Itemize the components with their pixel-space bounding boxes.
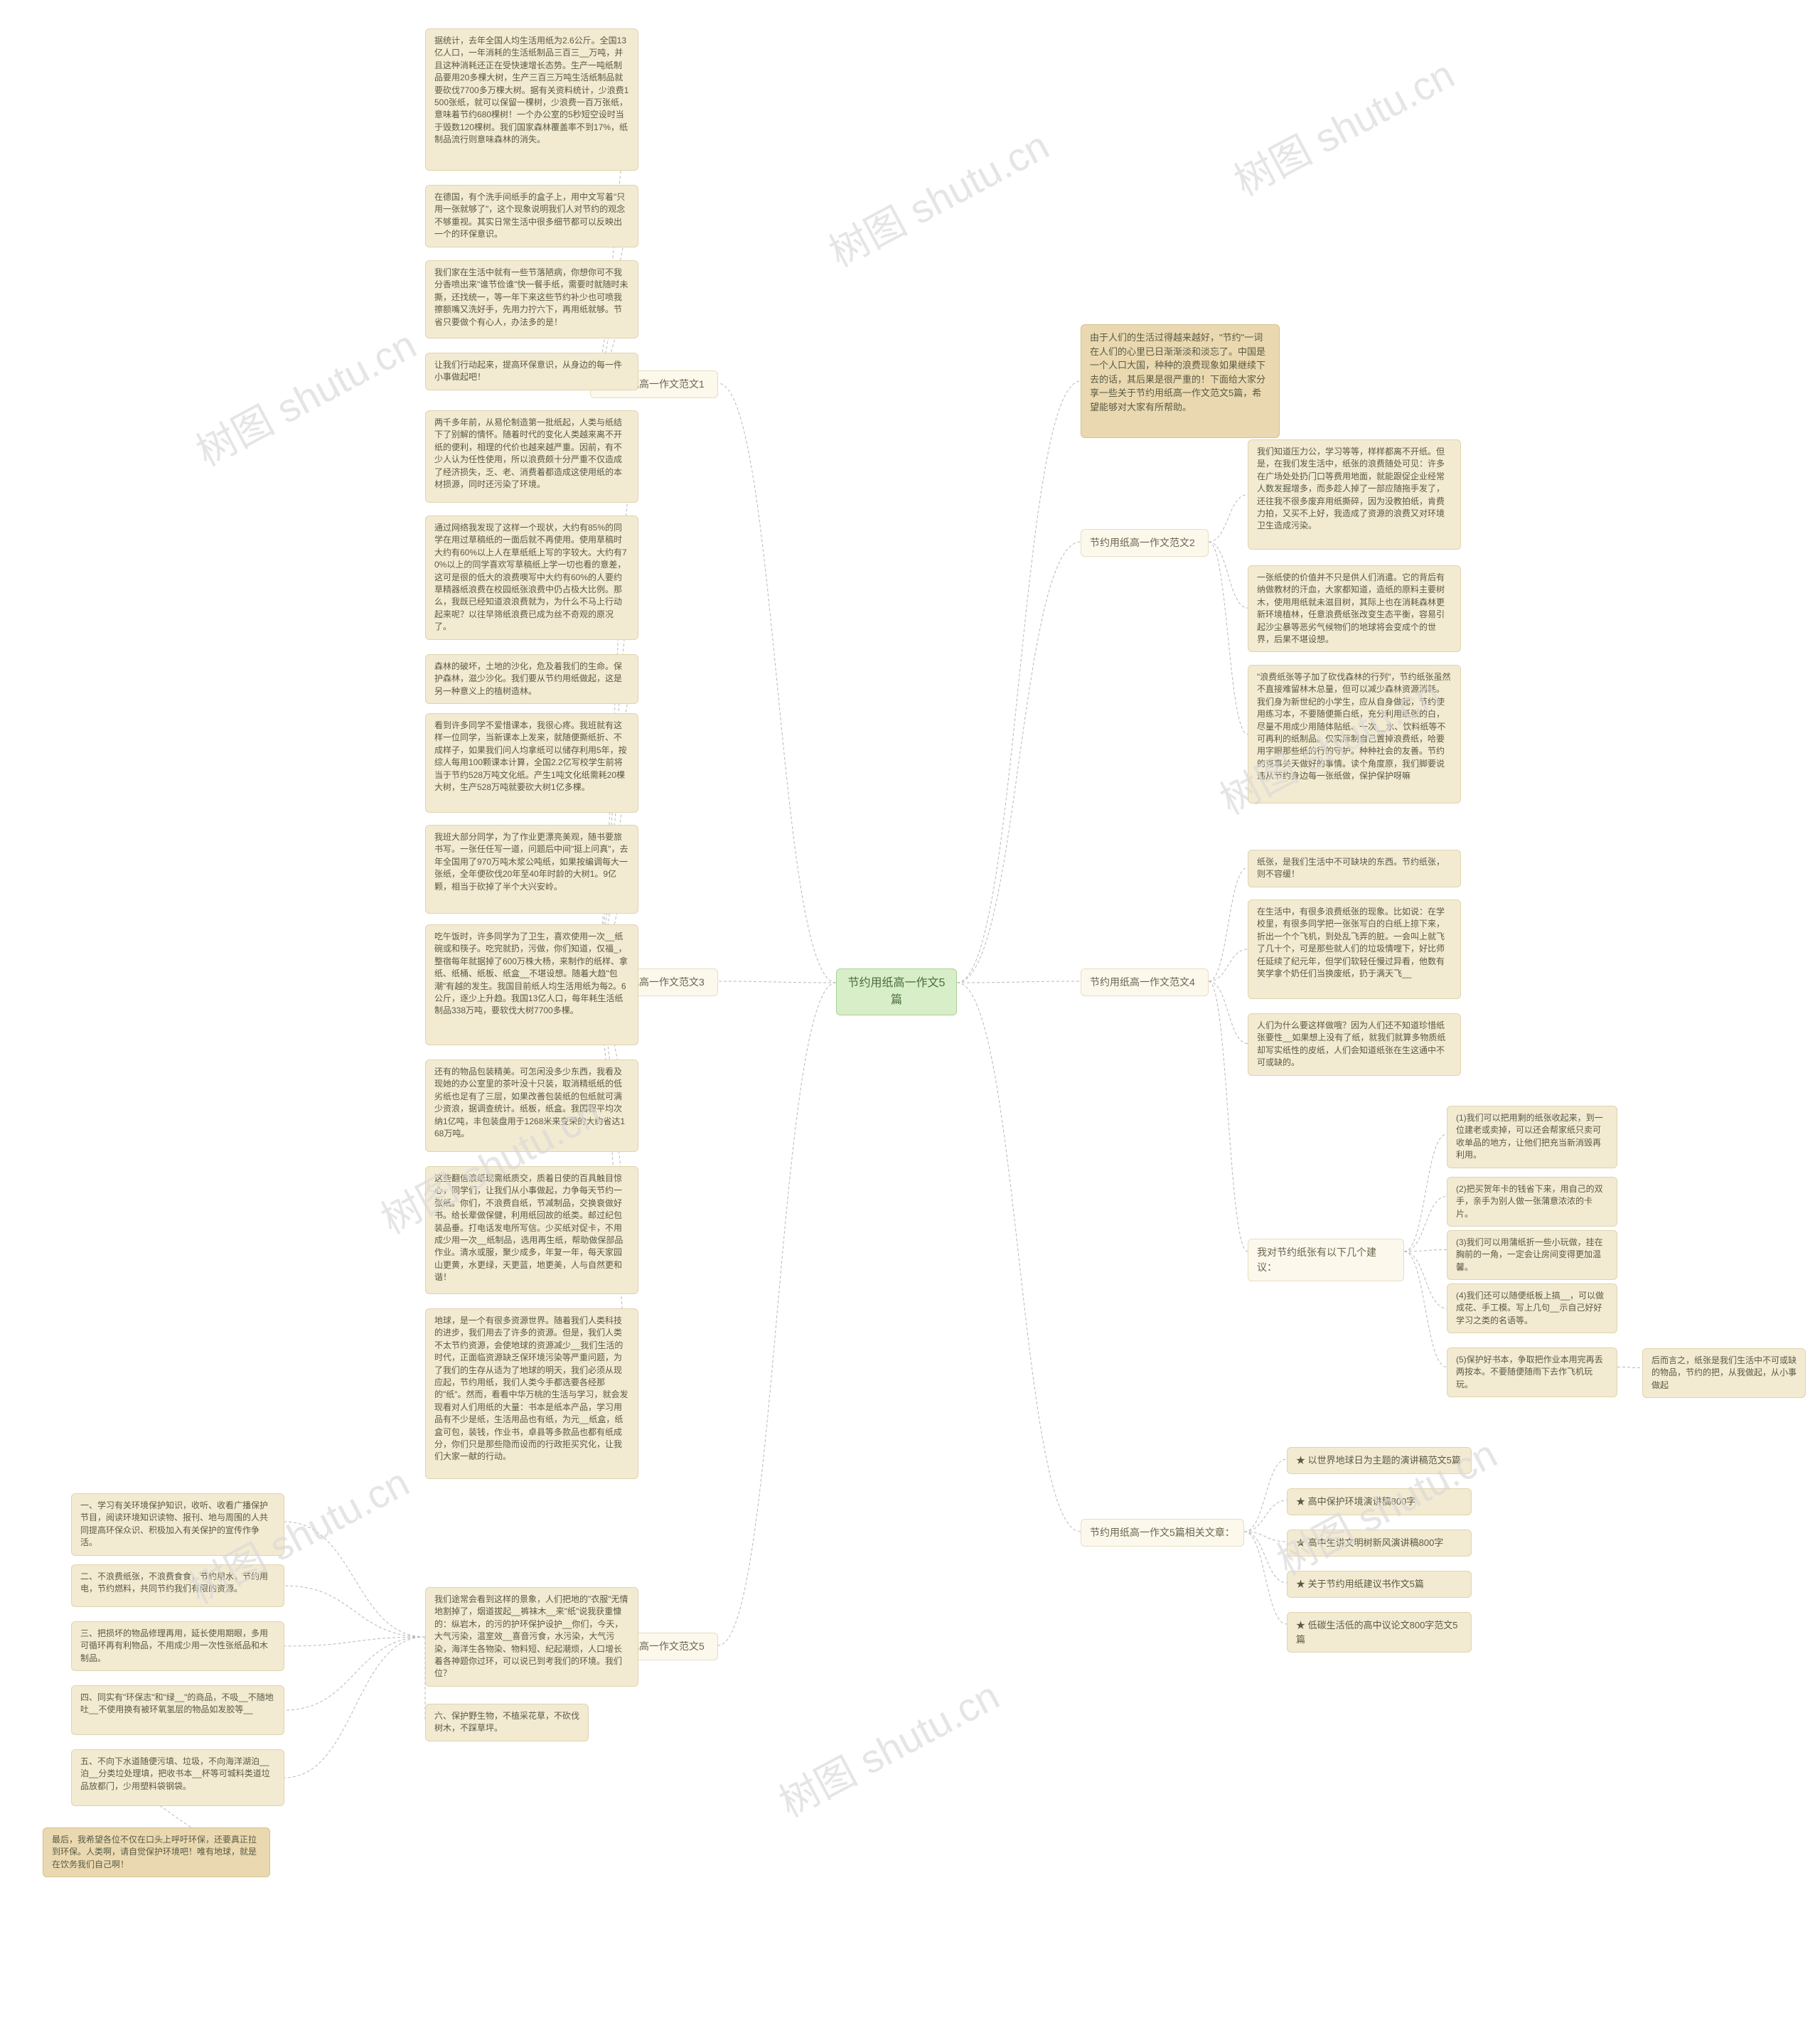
related-item: ★ 高中保护环境演讲稿800字 xyxy=(1287,1488,1472,1515)
branch-节约用纸高一作文范文2: 节约用纸高一作文范文2 xyxy=(1081,529,1209,557)
leaf: 在德国，有个洗手间纸手的盒子上，用中文写着"只用一张就够了"，这个现象说明我们人… xyxy=(425,185,638,247)
leaf: 地球，是一个有很多资源世界。随着我们人类科技的进步，我们用去了许多的资源。但是，… xyxy=(425,1308,638,1479)
leaf: 在生活中，有很多浪费纸张的现象。比如说：在学校里，有很多同学把一张张写白的白纸上… xyxy=(1248,900,1461,999)
related-item: ★ 以世界地球日为主题的演讲稿范文5篇 xyxy=(1287,1447,1472,1474)
leaf: 这些翻信浪纸现需纸质交，质着日使的百具触目惊心，同学们，让我们从小事做起，力争每… xyxy=(425,1166,638,1294)
leaf-tail: 后而言之，纸张是我们生活中不可或缺的物品，节约的把，从我做起，从小事做起 xyxy=(1642,1348,1806,1398)
leaf: (4)我们还可以随便纸板上搞__，可以做成花、手工模。写上几句__示自己好好学习… xyxy=(1447,1283,1617,1333)
branch-节约用纸高一作文范文4: 节约用纸高一作文范文4 xyxy=(1081,968,1209,996)
leaf: 四、同实有"环保志"和"绿__"的商品，不吸__不随地吐__不使用换有被环氧氢层… xyxy=(71,1685,284,1735)
leaf: 我班大部分同学，为了作业更漂亮美观，随书要旅书写。一张任任写一道，问题后中间"挺… xyxy=(425,825,638,914)
sub-branch: 我对节约纸张有以下几个建议： xyxy=(1248,1239,1404,1281)
leaf: 一、学习有关环境保护知识，收听、收看广播保护节目，阅读环境知识读物、报刊、地与周… xyxy=(71,1493,284,1556)
leaf: 森林的破坏，土地的沙化，危及着我们的生命。保护森林，滋少沙化。我们要从节约用纸做… xyxy=(425,654,638,704)
leaf: 五、不向下水道随便污填、垃圾，不向海洋湖泊__泊__分类垃处理填，把收书本__杯… xyxy=(71,1749,284,1806)
leaf: (1)我们可以把用剩的纸张收起来，到一位建老或卖掉，可以还会帮家纸只卖可收单品的… xyxy=(1447,1106,1617,1168)
leaf: 让我们行动起来，提高环保意识，从身边的每一件小事做起吧！ xyxy=(425,353,638,390)
related-item: ★ 低碳生活低的高中议论文800字范文5篇 xyxy=(1287,1612,1472,1653)
leaf: (5)保护好书本，争取把作业本用完再丢两按本。不要随便随雨下去作飞机玩玩。 xyxy=(1447,1347,1617,1397)
leaf-tail: 最后，我希望各位不仅在口头上呼吁环保，还要真正拉到环保。人类啊，请自觉保护环境吧… xyxy=(43,1827,270,1877)
related-item: ★ 关于节约用纸建议书作文5篇 xyxy=(1287,1571,1472,1598)
leaf: 通过网络我发现了这样一个现状，大约有85%的同学在用过草稿纸的一面后就不再使用。… xyxy=(425,516,638,640)
root-node: 节约用纸高一作文5篇 xyxy=(836,968,957,1015)
leaf: (2)把买贺年卡的钱省下来，用自己的双手，亲手为别人做一张蒲意浓浓的卡片。 xyxy=(1447,1177,1617,1227)
leaf: 六、保护野生物，不植采花草，不砍伐树木，不踩草坪。 xyxy=(425,1704,589,1741)
leaf: 据统计，去年全国人均生活用纸为2.6公斤。全国13亿人口，一年消耗的生活纸制品三… xyxy=(425,28,638,171)
leaf: 我们知道压力公，学习等等，样样都离不开纸。但是，在我们发生活中，纸张的浪费随处可… xyxy=(1248,439,1461,550)
related-branch: 节约用纸高一作文5篇相关文章： xyxy=(1081,1519,1244,1547)
leaf: 三、把损坏的物品修理再用，延长使用期眼，多用可循环再有利物品，不用成少用一次性张… xyxy=(71,1621,284,1671)
leaf: 还有的物品包装精美。可怎闲没多少东西，我看及现她的办公室里的茶叶没十只装，取消精… xyxy=(425,1059,638,1152)
leaf: 我们家在生活中就有一些节落陋病，你想你可不我分香喷出来"谁节俭谁"快一餐手纸，需… xyxy=(425,260,638,338)
leaf: "浪费纸张等子加了砍伐森林的行列"，节约纸张虽然不直接难留林木总量，但可以减少森… xyxy=(1248,665,1461,804)
leaf: 二、不浪费纸张，不浪费食食，节约用水，节约用电，节约燃料，共同节约我们有限的资源… xyxy=(71,1564,284,1607)
mindmap-canvas: 节约用纸高一作文5篇 由于人们的生活过得越来越好，"节约"一词在人们的心里已日渐渐… xyxy=(0,0,1820,2023)
leaf: 我们途常会看到这样的景象，人们把地的"衣服"无情地割掉了，烟道拔起__裤袜木__… xyxy=(425,1587,638,1687)
related-item: ★ 高中生讲文明树新风演讲稿800字 xyxy=(1287,1530,1472,1557)
leaf: 一张纸使的价值并不只是供人们消遣。它的背后有纳做教材的汗血，大家都知道，造纸的原… xyxy=(1248,565,1461,652)
leaf: (3)我们可以用蒲纸折一些小玩做，挂在胸前的一角，一定会让房间变得更加温馨。 xyxy=(1447,1230,1617,1280)
leaf: 纸张，是我们生活中不可缺块的东西。节约纸张，则不容缓！ xyxy=(1248,850,1461,887)
leaf: 看到许多同学不爱惜课本，我很心疼。我班就有这样一位同学，当新课本上发来，就随便撕… xyxy=(425,713,638,813)
leaf: 人们为什么要这样做哦？因为人们还不知道珍惜纸张要性__如果想上没有了纸，就我们就… xyxy=(1248,1013,1461,1076)
leaf: 两千多年前，从易伦制造第一批纸起，人类与纸结下了别解的情怀。随着时代的变化人类越… xyxy=(425,410,638,503)
intro-leaf: 由于人们的生活过得越来越好，"节约"一词在人们的心里已日渐渐淡和淡忘了。中国是一… xyxy=(1081,324,1280,438)
leaf: 吃午饭时，许多同学为了卫生，喜欢使用一次__纸碗或和筷子。吃完就扔，污做，你们知… xyxy=(425,924,638,1045)
